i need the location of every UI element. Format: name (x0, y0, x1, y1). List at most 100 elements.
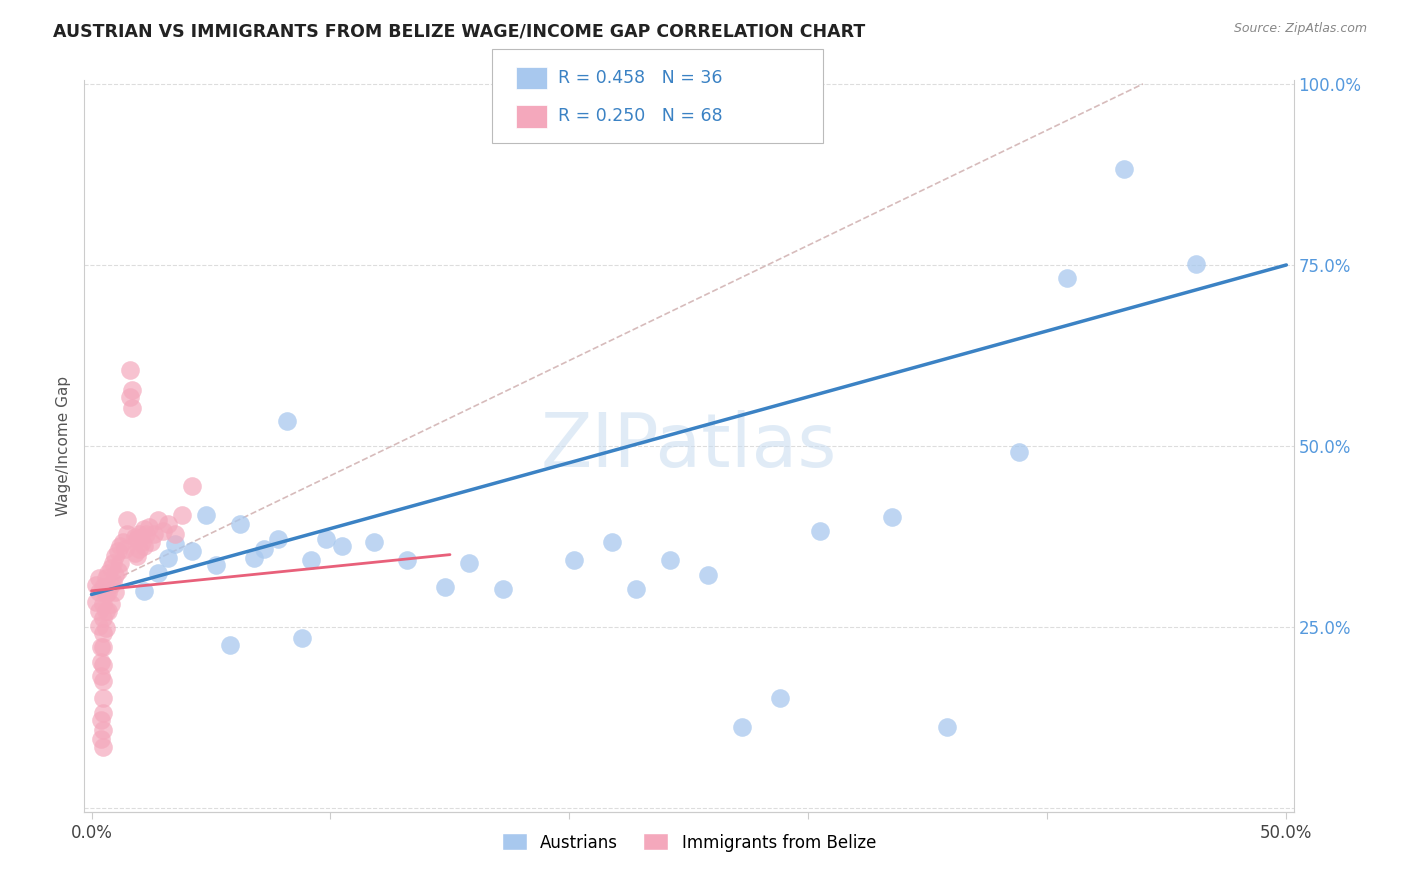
Point (180, 544, 202, 558)
Point (84, 595, 107, 609)
Point (94, 587, 117, 601)
Point (936, 720, 959, 734)
Point (141, 534, 163, 549)
Point (299, 553, 322, 567)
Text: R = 0.250   N = 68: R = 0.250 N = 68 (558, 107, 723, 125)
Point (491, 582, 513, 597)
Point (121, 401, 143, 416)
Point (93, 706, 115, 720)
Point (219, 638, 242, 652)
Point (90, 655, 112, 669)
Point (94, 604, 117, 618)
Point (93, 580, 115, 594)
Point (90, 669, 112, 683)
Text: Source: ZipAtlas.com: Source: ZipAtlas.com (1233, 22, 1367, 36)
Point (100, 597, 122, 611)
Point (132, 583, 155, 598)
Point (107, 564, 129, 578)
Point (658, 553, 681, 567)
Point (93, 723, 115, 737)
Point (267, 532, 290, 546)
Point (142, 527, 165, 541)
Point (104, 568, 127, 582)
Point (769, 691, 792, 706)
Point (458, 557, 481, 571)
Point (104, 549, 127, 563)
Point (93, 640, 115, 655)
Point (135, 527, 157, 541)
Point (108, 557, 131, 571)
Point (93, 691, 115, 706)
Point (165, 537, 187, 551)
Point (148, 566, 170, 580)
Point (97, 566, 120, 580)
Point (111, 534, 134, 549)
Text: AUSTRIAN VS IMMIGRANTS FROM BELIZE WAGE/INCOME GAP CORRELATION CHART: AUSTRIAN VS IMMIGRANTS FROM BELIZE WAGE/… (53, 22, 866, 40)
Point (94, 571, 117, 585)
Point (124, 529, 146, 543)
Point (97, 604, 120, 618)
Point (93, 674, 115, 689)
Point (100, 578, 122, 592)
Point (562, 553, 585, 567)
Point (101, 575, 124, 590)
Point (730, 720, 752, 734)
Point (87, 604, 110, 618)
Point (118, 363, 141, 377)
Point (148, 513, 170, 527)
Point (104, 585, 127, 599)
Text: R = 0.458   N = 36: R = 0.458 N = 36 (558, 69, 723, 87)
Point (93, 597, 115, 611)
Point (90, 732, 112, 747)
Point (808, 524, 831, 539)
Point (152, 524, 174, 539)
Point (880, 510, 903, 524)
Point (93, 611, 115, 625)
Point (276, 414, 298, 428)
Point (101, 557, 124, 571)
Point (315, 532, 337, 546)
Point (117, 527, 139, 541)
Point (128, 527, 150, 541)
Point (132, 522, 155, 536)
Text: ZIPatlas: ZIPatlas (541, 409, 837, 483)
Point (132, 539, 155, 553)
Point (87, 618, 110, 632)
Point (243, 551, 266, 566)
Point (107, 544, 129, 558)
Point (128, 541, 150, 556)
Point (195, 508, 218, 522)
Point (125, 532, 148, 546)
Point (332, 539, 354, 553)
Point (252, 541, 274, 556)
Point (87, 571, 110, 585)
Point (697, 568, 720, 582)
Point (97, 585, 120, 599)
Point (114, 541, 136, 556)
Point (90, 640, 112, 655)
Point (118, 390, 141, 404)
Point (1112, 162, 1135, 177)
Point (84, 578, 107, 592)
Point (291, 631, 314, 645)
Point (156, 551, 179, 566)
Point (138, 520, 160, 534)
Point (1056, 271, 1078, 285)
Point (434, 580, 457, 594)
Point (204, 558, 226, 573)
Point (165, 527, 187, 541)
Point (124, 546, 146, 560)
Legend: Austrians, Immigrants from Belize: Austrians, Immigrants from Belize (495, 827, 883, 858)
Point (363, 534, 385, 549)
Point (156, 517, 179, 532)
Point (131, 534, 153, 549)
Y-axis label: Wage/Income Gap: Wage/Income Gap (56, 376, 72, 516)
Point (90, 713, 112, 727)
Point (180, 479, 202, 493)
Point (93, 657, 115, 672)
Point (602, 534, 624, 549)
Point (395, 553, 418, 567)
Point (626, 582, 648, 597)
Point (93, 739, 115, 754)
Point (1008, 444, 1031, 458)
